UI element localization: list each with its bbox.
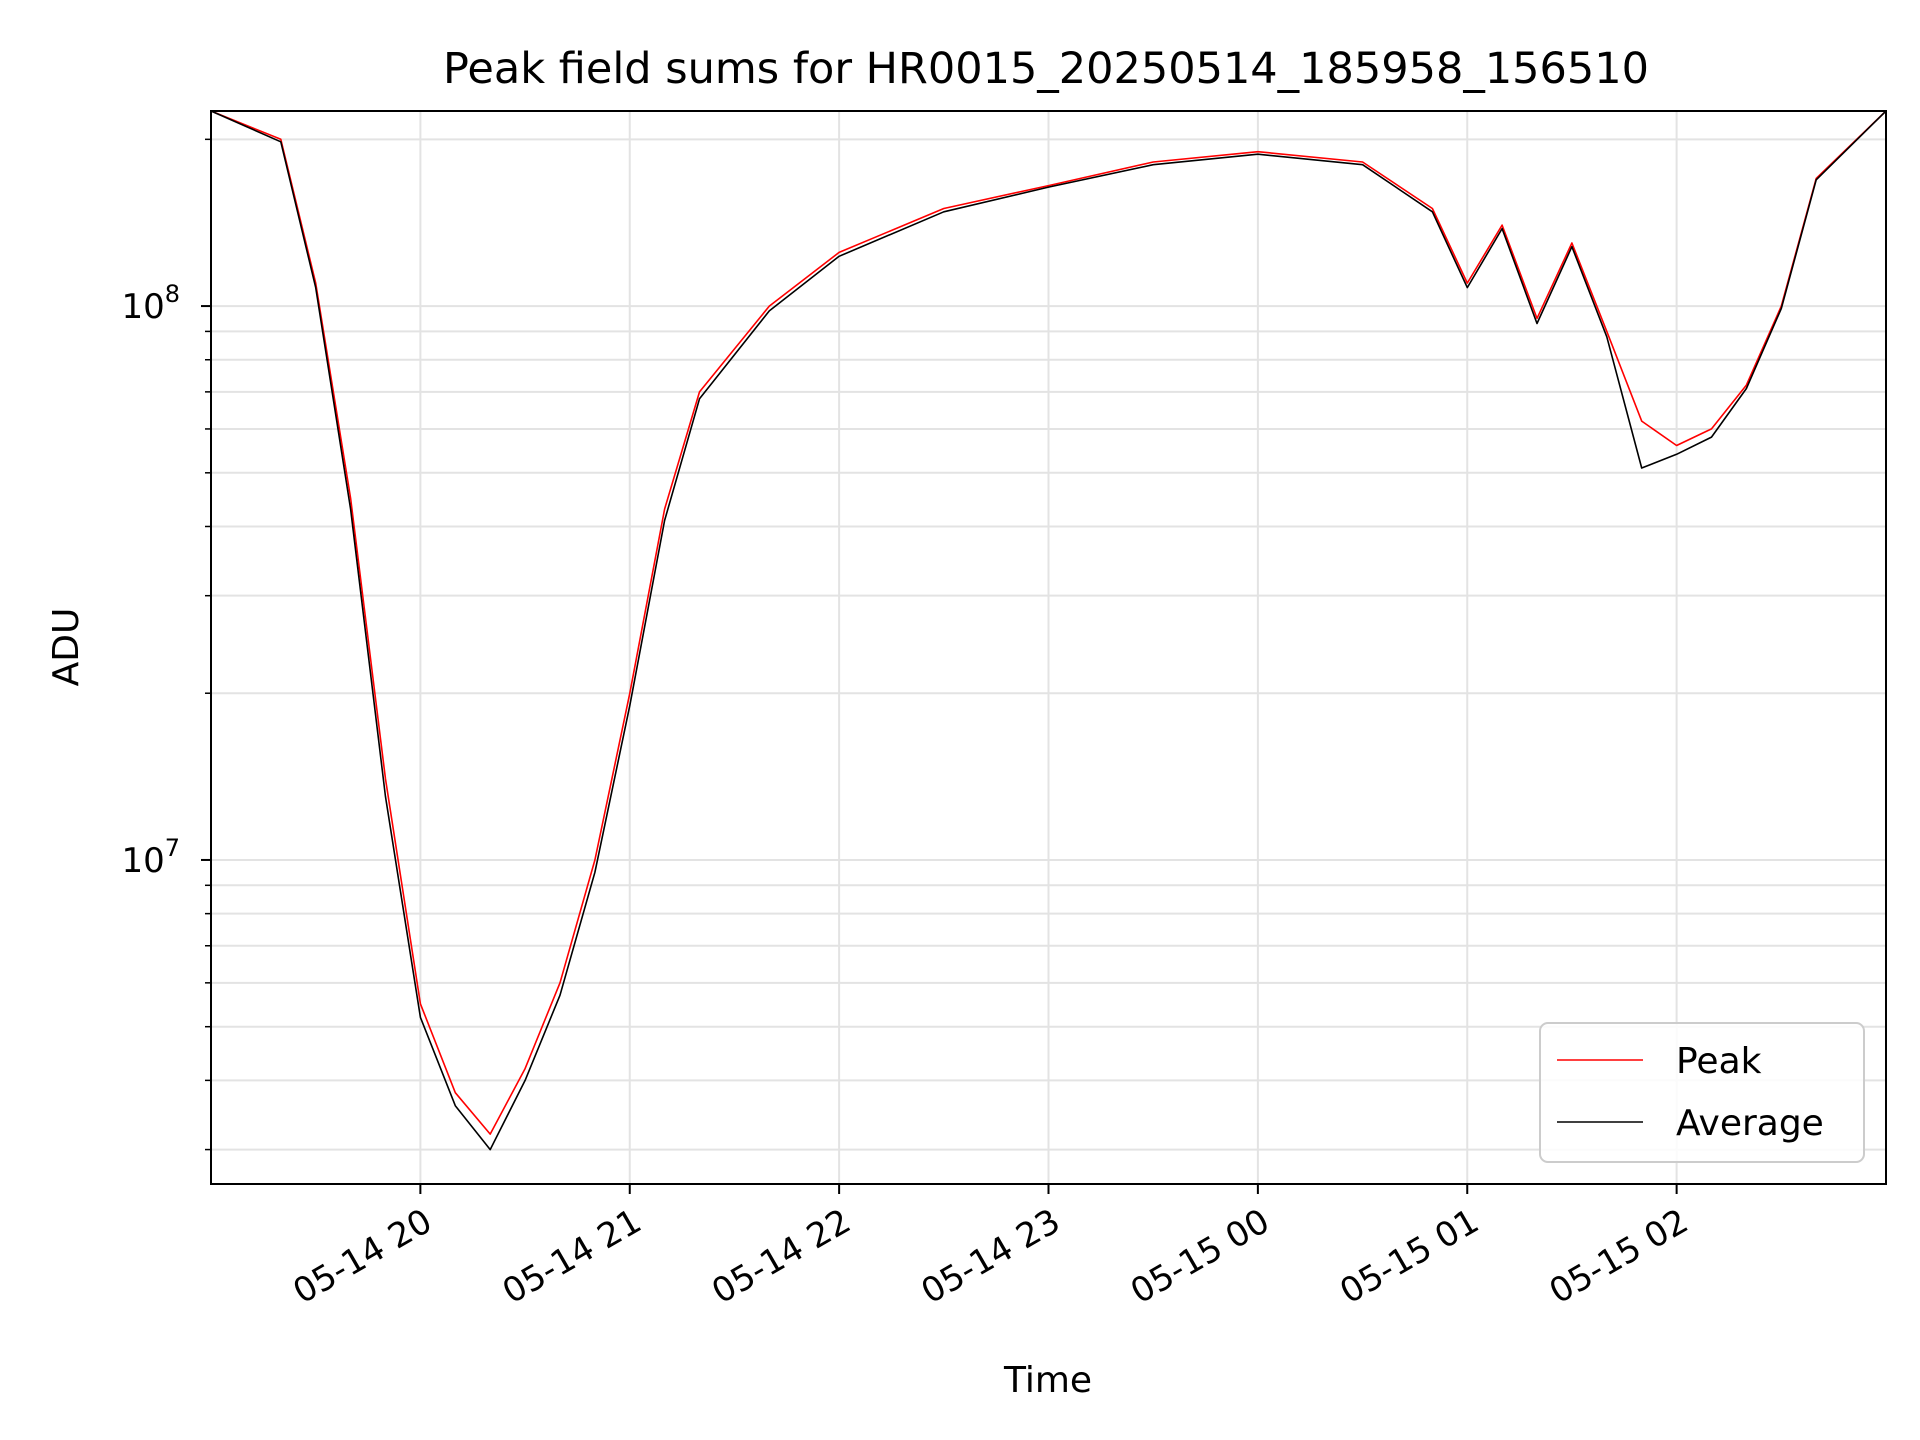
legend-label-average: Average: [1676, 1103, 1824, 1144]
legend: Peak Average: [1539, 1022, 1865, 1163]
x-axis-label: Time: [1003, 1360, 1092, 1401]
legend-box: [1539, 1022, 1865, 1163]
series-line-peak: [210, 110, 1887, 1135]
series-line-average: [210, 110, 1887, 1151]
data-series: [210, 110, 1887, 1151]
chart-title: Peak field sums for HR0015_20250514_1859…: [443, 44, 1649, 94]
legend-label-peak: Peak: [1676, 1041, 1762, 1082]
y-tick-label: 108: [121, 280, 180, 327]
y-axis: 107 108: [121, 138, 211, 1151]
y-axis-label: ADU: [46, 608, 87, 687]
y-tick-label: 107: [121, 834, 180, 881]
